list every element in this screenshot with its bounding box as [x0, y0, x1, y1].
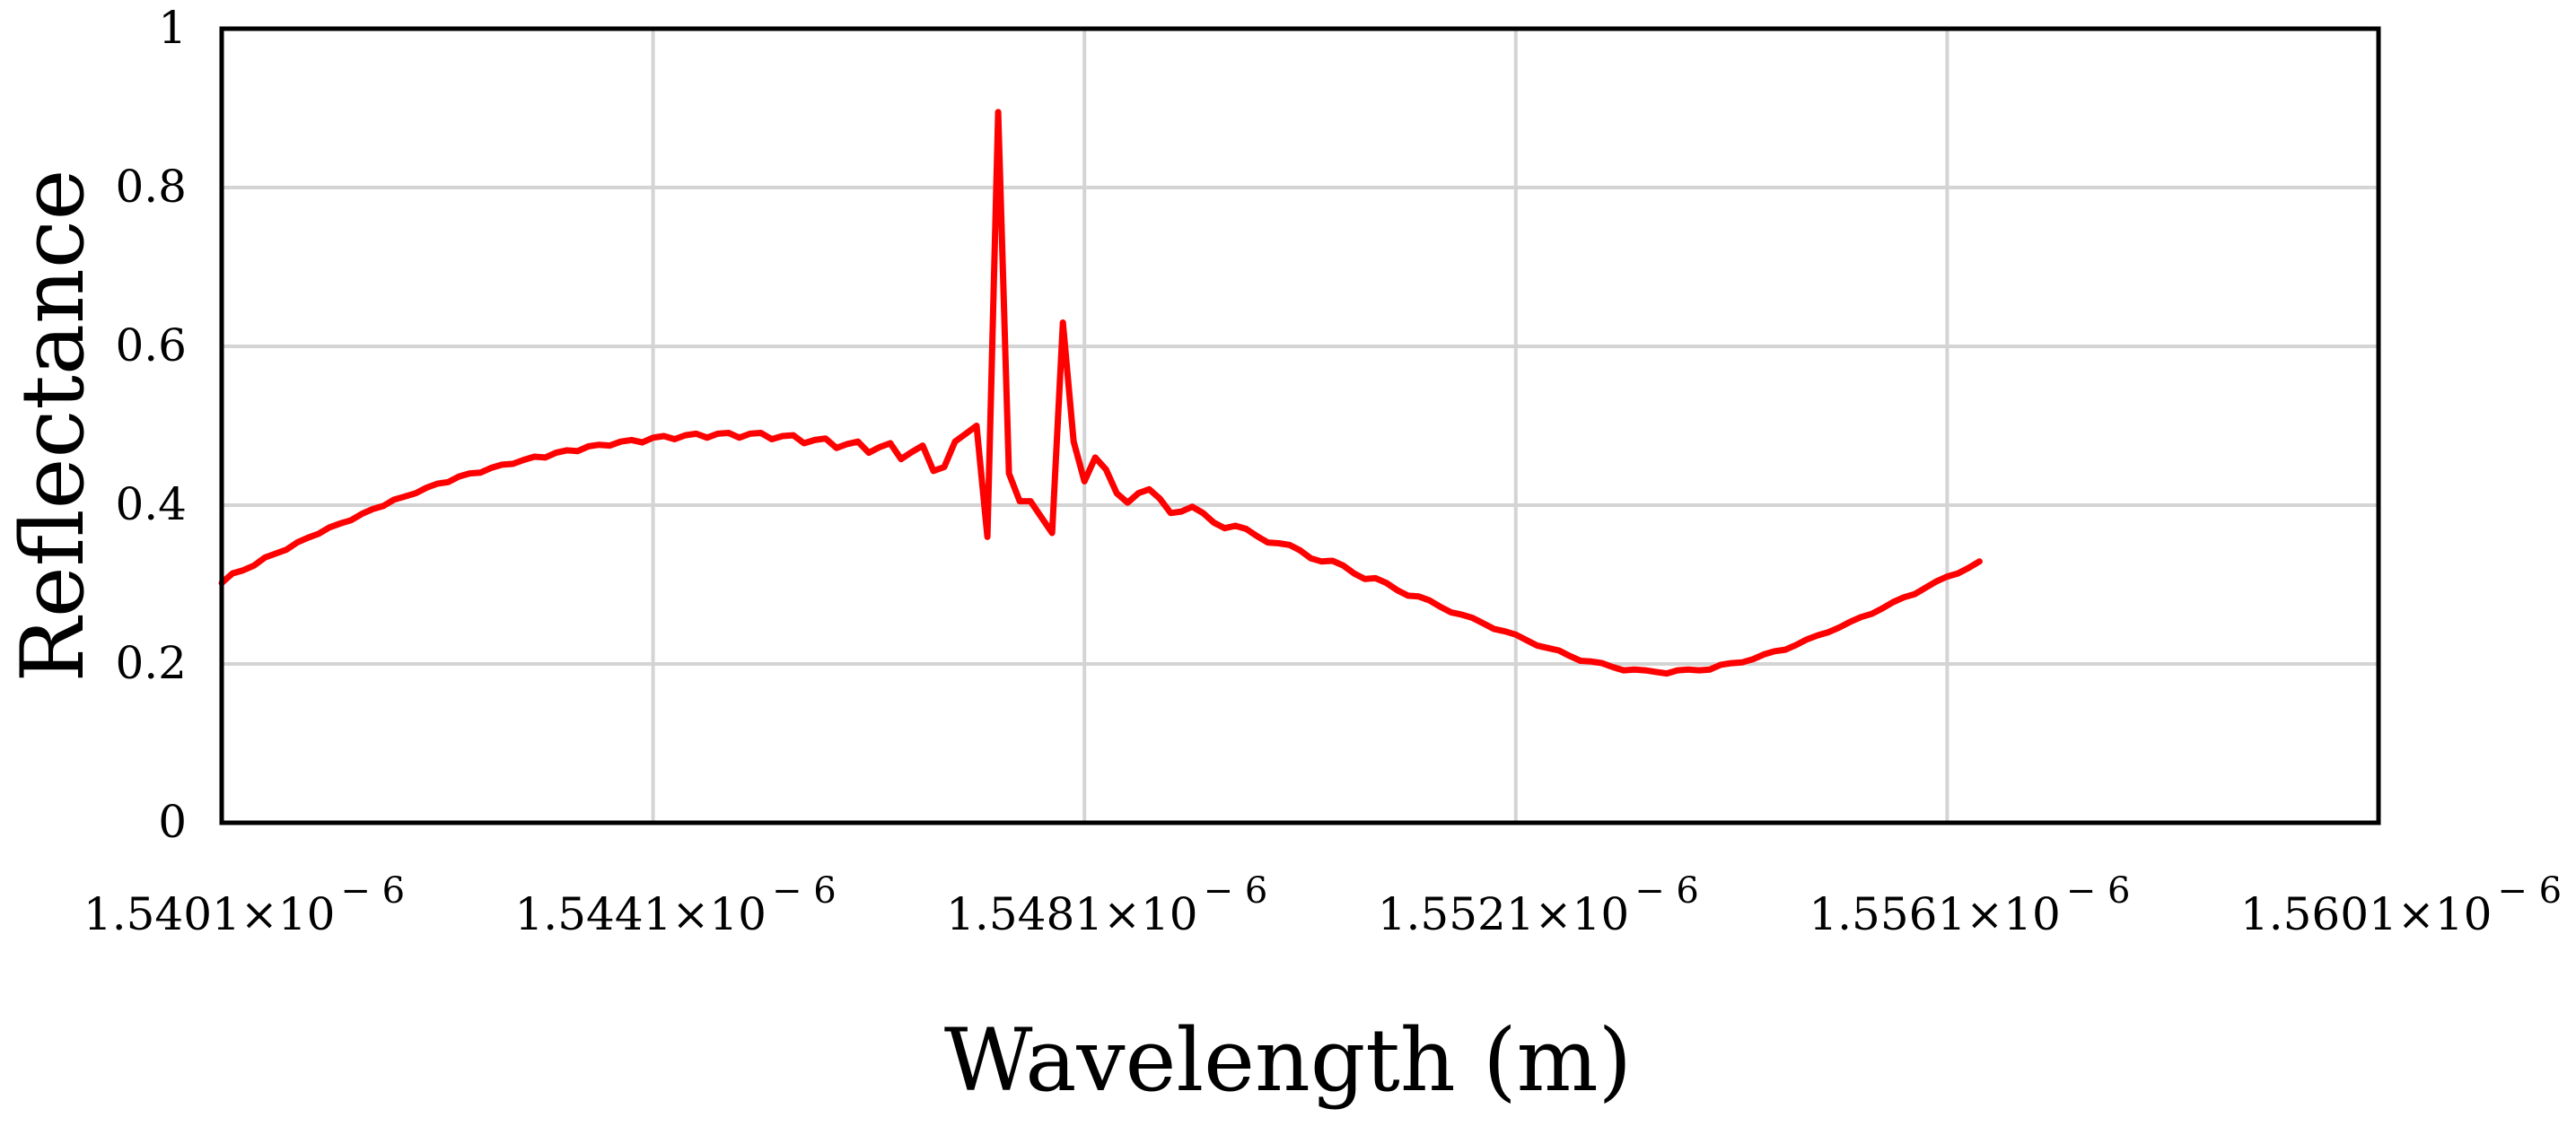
y-tick-label-5: 1	[158, 2, 187, 54]
series-line-reflectance	[218, 109, 1983, 677]
x-tick-mantissa: 1.5521	[1378, 888, 1535, 940]
x-tick-times: ×10	[2397, 888, 2493, 940]
y-tick-label-4: 0.8	[115, 161, 187, 213]
x-tick-exponent: − 6	[1634, 870, 1699, 912]
x-axis-title: Wavelength (m)	[944, 1010, 1632, 1111]
x-tick-mantissa: 1.5401	[83, 888, 241, 940]
x-tick-times: ×10	[1966, 888, 2061, 940]
x-tick-exponent: − 6	[2497, 870, 2562, 912]
x-tick-exponent: − 6	[2066, 870, 2131, 912]
x-tick-mantissa: 1.5561	[1809, 888, 1966, 940]
y-axis-title: Reflectance	[3, 170, 103, 683]
y-tick-label-0: 0	[158, 796, 187, 848]
x-tick-label-3: 1.5521×10− 6	[1378, 870, 1699, 940]
y-tick-label-2: 0.4	[115, 478, 187, 530]
x-tick-mantissa: 1.5481	[946, 888, 1103, 940]
x-tick-times: ×10	[671, 888, 767, 940]
x-tick-exponent: − 6	[1204, 870, 1268, 912]
x-tick-label-0: 1.5401×10− 6	[83, 870, 405, 940]
x-tick-label-5: 1.5601×10− 6	[2240, 870, 2562, 940]
x-tick-label-2: 1.5481×10− 6	[946, 870, 1267, 940]
x-tick-times: ×10	[1103, 888, 1198, 940]
x-tick-mantissa: 1.5601	[2240, 888, 2397, 940]
y-tick-label-3: 0.6	[115, 319, 187, 371]
plot-frame	[219, 26, 2381, 825]
x-tick-mantissa: 1.5441	[515, 888, 672, 940]
x-tick-label-4: 1.5561×10− 6	[1809, 870, 2130, 940]
x-tick-label-1: 1.5441×10− 6	[515, 870, 837, 940]
y-tick-labels: 0 0.2 0.4 0.6 0.8 1	[115, 2, 187, 848]
x-tick-exponent: − 6	[340, 870, 405, 912]
x-tick-times: ×10	[241, 888, 336, 940]
y-tick-label-1: 0.2	[115, 637, 187, 689]
series-layer	[218, 109, 1983, 677]
x-tick-labels: 1.5401×10− 6 1.5441×10− 6 1.5481×10− 6 1.55…	[83, 870, 2562, 940]
x-tick-times: ×10	[1535, 888, 1630, 940]
x-tick-exponent: − 6	[772, 870, 837, 912]
grid-layer	[222, 29, 2379, 823]
